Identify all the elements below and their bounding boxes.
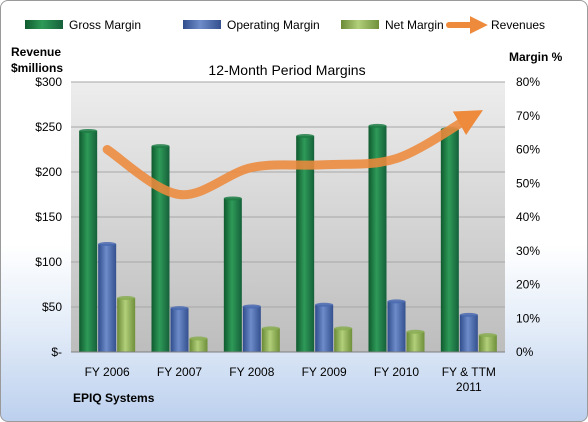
bars [79,123,497,352]
left-tick-label: $200 [35,165,62,179]
left-tick-label: $50 [42,300,62,314]
net-margin-bar [478,335,497,352]
operating-margin-bar-cap [170,306,189,311]
right-tick-label: 60% [516,143,540,157]
right-tick-label: 40% [516,210,540,224]
legend-operating-margin: Operating Margin [183,18,320,32]
operating-margin-bar [459,314,478,352]
chart-title: 12-Month Period Margins [208,62,365,78]
operating-margin-bar [315,304,334,352]
operating-margin-bar-cap [459,312,478,317]
gross-margin-bar-cap [79,128,98,133]
net-margin-bar-cap [478,333,497,338]
left-tick-label: $250 [35,120,62,134]
right-axis-title: Margin % [509,50,563,64]
gross-margin-bar-cap [368,123,387,128]
x-tick-label: FY 2010 [374,365,419,379]
right-tick-label: 20% [516,278,540,292]
right-tick-label: 70% [516,109,540,123]
operating-margin-bar [98,244,117,352]
gross-margin-bar [79,130,98,352]
net-margin-bar [189,338,208,352]
gross-margin-bar [296,136,315,352]
operating-margin-bar [387,301,406,352]
company-name: EPIQ Systems [73,391,155,405]
revenue-line [102,110,483,200]
operating-margin-bar-cap [387,299,406,304]
gross-margin-bar [440,129,459,352]
right-tick-label: 30% [516,244,540,258]
left-tick-label: $300 [35,75,62,89]
legend-net-margin: Net Margin [341,18,444,32]
net-margin-bar-cap [261,326,280,331]
x-tick-label: FY & TTM [442,365,496,379]
legend: Gross Margin Operating Margin Net Margin Re… [25,16,545,34]
net-margin-bar-cap [334,326,353,331]
legend-swatch [25,20,63,29]
net-margin-bar [261,328,280,352]
legend-label: Gross Margin [69,18,141,32]
legend-label: Net Margin [385,18,444,32]
legend-gross-margin: Gross Margin [25,18,141,32]
right-axis-ticks: 0% 10% 20% 30% 40% 50% 60% 70% 80% [516,75,540,359]
operating-margin-bar [170,308,189,352]
operating-margin-bar-cap [242,304,261,309]
left-axis-title-2: $millions [11,61,63,75]
left-tick-label: $- [51,345,62,359]
right-tick-label: 80% [516,75,540,89]
left-tick-label: $150 [35,210,62,224]
right-tick-label: 0% [516,345,534,359]
gross-margin-bar [151,146,170,352]
right-tick-label: 10% [516,311,540,325]
net-margin-bar [406,331,425,352]
net-margin-bar [334,328,353,352]
x-tick-label: 2011 [456,380,482,394]
right-tick-label: 50% [516,176,540,190]
gross-margin-bar-cap [296,134,315,138]
left-tick-label: $100 [35,255,62,269]
legend-label: Operating Margin [227,18,320,32]
gross-margin-bar-cap [151,144,170,149]
gross-margin-bar [223,198,242,352]
left-axis-ticks: $- $50 $100 $150 $200 $250 $300 [35,75,62,359]
legend-swatch [183,20,221,29]
x-tick-label: FY 2008 [229,365,274,379]
net-margin-bar-cap [189,336,208,341]
legend-swatch [341,20,379,29]
operating-margin-bar-cap [315,302,334,307]
net-margin-bar-cap [406,329,425,334]
legend-revenues: Revenues [446,16,545,34]
gross-margin-bar-cap [223,196,242,201]
left-axis-title: Revenue [11,45,61,59]
net-margin-bar-cap [117,296,136,300]
operating-margin-bar-cap [98,242,117,246]
x-tick-label: FY 2007 [157,365,202,379]
net-margin-bar [117,298,136,352]
gross-margin-bar [368,125,387,352]
operating-margin-bar [242,306,261,352]
x-tick-label: FY 2006 [85,365,130,379]
x-axis-ticks: FY 2006 FY 2007 FY 2008 FY 2009 FY 2010 FY & … [85,365,496,394]
x-tick-label: FY 2009 [302,365,347,379]
legend-label: Revenues [491,18,545,32]
